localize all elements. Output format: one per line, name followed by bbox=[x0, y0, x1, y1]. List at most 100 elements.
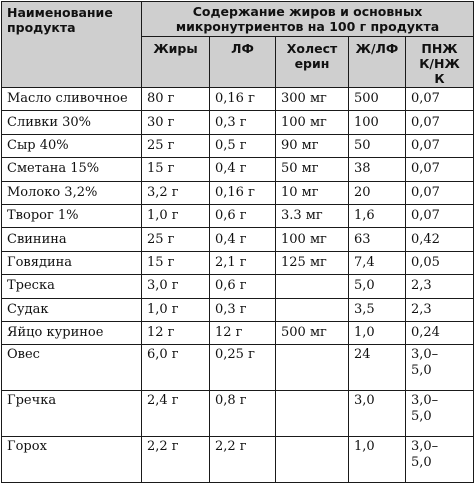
cell-product: Сыр 40% bbox=[1, 133, 142, 159]
cell-ratio: 500 bbox=[348, 86, 406, 112]
cell-cholesterol: 100 мг bbox=[275, 227, 349, 252]
cell-ratio: 5,0 bbox=[348, 274, 406, 299]
table-row: Свинина 25 г 0,4 г 100 мг 63 0,42 bbox=[1, 227, 474, 252]
cell-pufa: 3,0–5,0 bbox=[405, 344, 474, 392]
header-group: Содержание жиров и основных микронутриен… bbox=[141, 1, 474, 37]
header-cholesterol-label: Холестерин bbox=[286, 41, 338, 71]
table-row: Горох 2,2 г 2,2 г 1,0 3,0–5,0 bbox=[1, 436, 474, 483]
cell-pufa: 3,0–5,0 bbox=[405, 390, 474, 438]
cell-ratio: 38 bbox=[348, 157, 406, 182]
cell-fat: 25 г bbox=[141, 227, 210, 252]
cell-ratio: 7,4 bbox=[348, 250, 406, 276]
cell-cholesterol: 3.3 мг bbox=[275, 204, 349, 229]
table-row: Яйцо куриное 12 г 12 г 500 мг 1,0 0,24 bbox=[1, 321, 474, 346]
cell-ratio: 63 bbox=[348, 227, 406, 252]
table-row: Судак 1,0 г 0,3 г 3,5 2,3 bbox=[1, 297, 474, 323]
cell-fat: 2,4 г bbox=[141, 390, 210, 438]
table-row: Говядина 15 г 2,1 г 125 мг 7,4 0,05 bbox=[1, 250, 474, 276]
cell-product: Говядина bbox=[1, 250, 142, 276]
cell-product: Горох bbox=[1, 436, 142, 483]
cell-cholesterol bbox=[275, 297, 349, 323]
cell-fat: 15 г bbox=[141, 157, 210, 182]
cell-lf: 0,16 г bbox=[209, 180, 276, 206]
cell-product: Молоко 3,2% bbox=[1, 180, 142, 206]
cell-pufa: 2,3 bbox=[405, 274, 474, 299]
cell-cholesterol: 125 мг bbox=[275, 250, 349, 276]
cell-pufa: 0,24 bbox=[405, 321, 474, 346]
table-row: Сыр 40% 25 г 0,5 г 90 мг 50 0,07 bbox=[1, 133, 474, 159]
cell-product: Сливки 30% bbox=[1, 110, 142, 135]
header-product: Наименование продукта bbox=[1, 1, 142, 88]
cell-product: Свинина bbox=[1, 227, 142, 252]
cell-lf: 2,2 г bbox=[209, 436, 276, 483]
header-fat: Жиры bbox=[141, 36, 210, 88]
table-row: Треска 3,0 г 0,6 г 5,0 2,3 bbox=[1, 274, 474, 299]
cell-product: Овес bbox=[1, 344, 142, 392]
cell-cholesterol: 10 мг bbox=[275, 180, 349, 206]
cell-product: Гречка bbox=[1, 390, 142, 438]
cell-pufa-value: 3,0–5,0 bbox=[411, 439, 439, 471]
table-row: Гречка 2,4 г 0,8 г 3,0 3,0–5,0 bbox=[1, 390, 474, 438]
cell-ratio: 1,0 bbox=[348, 321, 406, 346]
cell-pufa: 0,07 bbox=[405, 133, 474, 159]
cell-cholesterol: 90 мг bbox=[275, 133, 349, 159]
cell-product: Яйцо куриное bbox=[1, 321, 142, 346]
cell-pufa: 0,07 bbox=[405, 110, 474, 135]
cell-lf: 0,3 г bbox=[209, 297, 276, 323]
cell-fat: 3,2 г bbox=[141, 180, 210, 206]
cell-fat: 30 г bbox=[141, 110, 210, 135]
cell-ratio: 50 bbox=[348, 133, 406, 159]
cell-lf: 0,25 г bbox=[209, 344, 276, 392]
cell-pufa: 0,07 bbox=[405, 180, 474, 206]
cell-cholesterol: 50 мг bbox=[275, 157, 349, 182]
cell-lf: 0,3 г bbox=[209, 110, 276, 135]
cell-pufa-value: 3,0–5,0 bbox=[411, 393, 439, 425]
cell-lf: 0,6 г bbox=[209, 274, 276, 299]
cell-product: Сметана 15% bbox=[1, 157, 142, 182]
table-row: Овес 6,0 г 0,25 г 24 3,0–5,0 bbox=[1, 344, 474, 392]
cell-cholesterol bbox=[275, 436, 349, 483]
cell-fat: 2,2 г bbox=[141, 436, 210, 483]
cell-fat: 25 г bbox=[141, 133, 210, 159]
header-pufa-label: ПНЖК/НЖК bbox=[419, 41, 460, 86]
cell-pufa: 0,07 bbox=[405, 204, 474, 229]
table-row: Сливки 30% 30 г 0,3 г 100 мг 100 0,07 bbox=[1, 110, 474, 135]
cell-ratio: 3,0 bbox=[348, 390, 406, 438]
header-lf: ЛФ bbox=[209, 36, 276, 88]
cell-ratio: 100 bbox=[348, 110, 406, 135]
cell-cholesterol: 100 мг bbox=[275, 110, 349, 135]
table-row: Масло сливочное 80 г 0,16 г 300 мг 500 0,07 bbox=[1, 86, 474, 112]
cell-pufa: 0,07 bbox=[405, 86, 474, 112]
cell-ratio: 24 bbox=[348, 344, 406, 392]
cell-lf: 0,4 г bbox=[209, 227, 276, 252]
cell-fat: 1,0 г bbox=[141, 204, 210, 229]
cell-fat: 6,0 г bbox=[141, 344, 210, 392]
cell-pufa: 0,07 bbox=[405, 157, 474, 182]
cell-fat: 80 г bbox=[141, 86, 210, 112]
table-row: Молоко 3,2% 3,2 г 0,16 г 10 мг 20 0,07 bbox=[1, 180, 474, 206]
cell-product: Судак bbox=[1, 297, 142, 323]
cell-ratio: 1,0 bbox=[348, 436, 406, 483]
cell-fat: 15 г bbox=[141, 250, 210, 276]
cell-lf: 12 г bbox=[209, 321, 276, 346]
cell-lf: 0,4 г bbox=[209, 157, 276, 182]
cell-pufa-value: 3,0–5,0 bbox=[411, 347, 439, 379]
cell-pufa: 0,42 bbox=[405, 227, 474, 252]
table-body: Масло сливочное 80 г 0,16 г 300 мг 500 0,07 Сл… bbox=[1, 86, 474, 483]
cell-product: Масло сливочное bbox=[1, 86, 142, 112]
cell-pufa: 0,05 bbox=[405, 250, 474, 276]
cell-pufa: 2,3 bbox=[405, 297, 474, 323]
header-cholesterol: Холестерин bbox=[275, 36, 349, 88]
header-ratio: Ж/ЛФ bbox=[348, 36, 406, 88]
cell-lf: 0,5 г bbox=[209, 133, 276, 159]
table-row: Сметана 15% 15 г 0,4 г 50 мг 38 0,07 bbox=[1, 157, 474, 182]
cell-product: Творог 1% bbox=[1, 204, 142, 229]
table-row: Творог 1% 1,0 г 0,6 г 3.3 мг 1,6 0,07 bbox=[1, 204, 474, 229]
cell-ratio: 1,6 bbox=[348, 204, 406, 229]
header-pufa: ПНЖК/НЖК bbox=[405, 36, 474, 88]
cell-ratio: 20 bbox=[348, 180, 406, 206]
cell-cholesterol bbox=[275, 344, 349, 392]
cell-cholesterol bbox=[275, 390, 349, 438]
cell-cholesterol: 300 мг bbox=[275, 86, 349, 112]
